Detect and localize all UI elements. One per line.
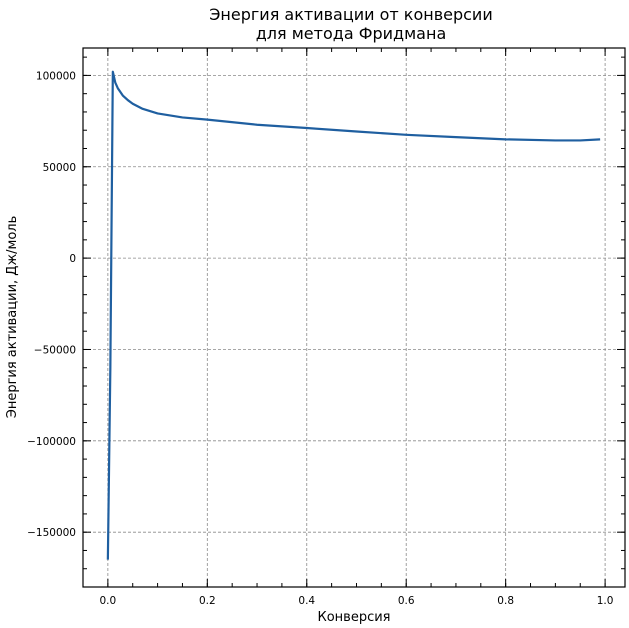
y-tick-label: −50000	[34, 344, 76, 356]
grid	[83, 48, 625, 587]
series-layer	[106, 70, 601, 560]
x-tick-label: 0.2	[199, 595, 216, 607]
x-tick-label: 0.4	[298, 595, 315, 607]
x-tick-label: 1.0	[597, 595, 614, 607]
x-axis-label: Конверсия	[317, 610, 390, 625]
chart-title-line-2: для метода Фридмана	[256, 24, 447, 43]
x-tick-label: 0.6	[398, 595, 415, 607]
x-tick-label: 0.8	[497, 595, 514, 607]
x-tick-label: 0.0	[100, 595, 117, 607]
y-tick-label: 50000	[43, 162, 76, 174]
axis-ticks	[83, 48, 625, 588]
chart-title-line-1: Энергия активации от конверсии	[209, 5, 492, 24]
y-tick-label: 0	[69, 253, 76, 265]
y-tick-label: 100000	[36, 70, 76, 82]
y-axis-label: Энергия активации, Дж/моль	[5, 216, 20, 419]
plot-frame	[82, 47, 626, 588]
axis-tick-labels: 0.0 0.2 0.4 0.6 0.8 1.0 −150000 −100000 −50000 0 5…	[27, 70, 613, 607]
y-tick-label: −150000	[27, 527, 76, 539]
series-line	[106, 70, 601, 560]
y-tick-label: −100000	[27, 436, 76, 448]
